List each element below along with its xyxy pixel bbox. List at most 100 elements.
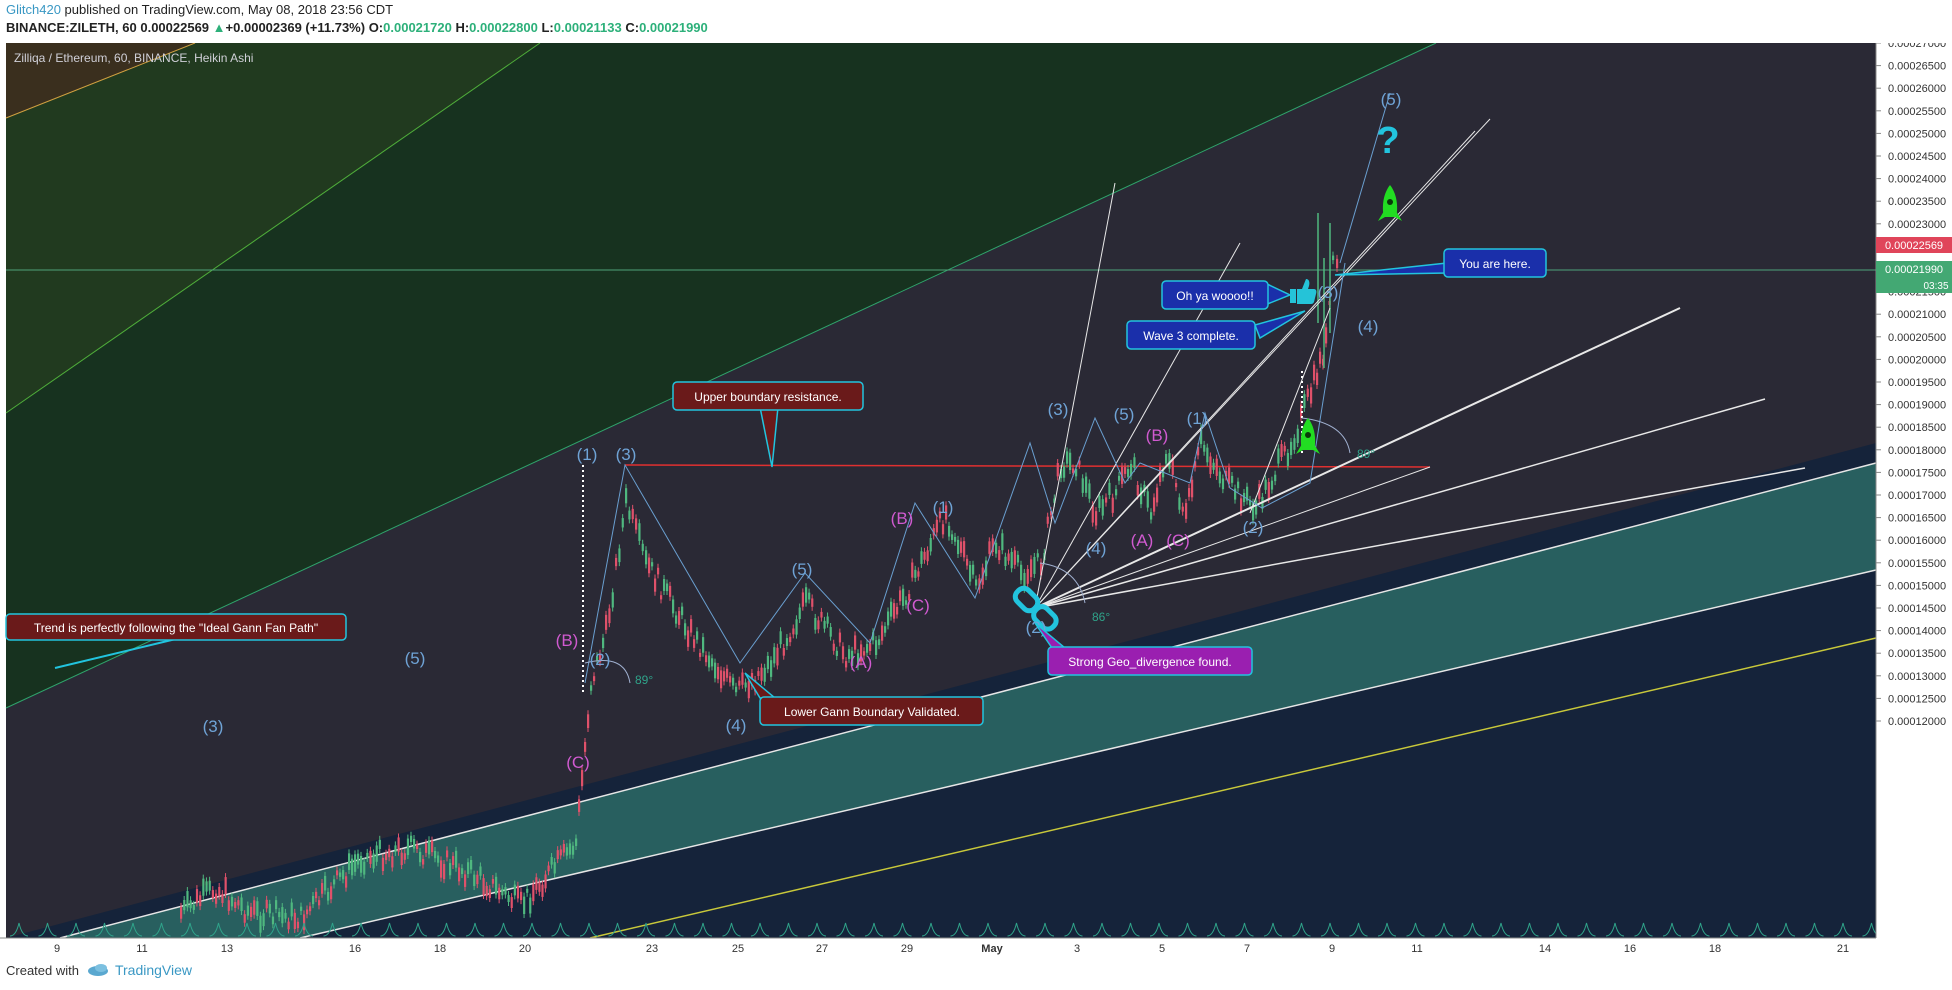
indicator-bump — [1121, 922, 1140, 937]
candle — [416, 844, 419, 849]
candle — [1036, 553, 1039, 558]
callout-wave3[interactable]: Wave 3 complete. — [1126, 310, 1306, 350]
high-label: H: — [455, 20, 470, 35]
indicator-bump — [465, 922, 485, 937]
candle — [281, 907, 284, 924]
indicator-bump — [9, 922, 29, 937]
candle — [1140, 487, 1143, 505]
price-chart[interactable]: ? (3) (5) (C) (B) (2) (1) (3) (4) (5) (A… — [0, 43, 1952, 957]
candle — [1056, 463, 1059, 477]
callout-you-are-here[interactable]: You are here. — [1334, 248, 1547, 278]
candle — [1085, 476, 1088, 493]
indicator-bump — [779, 922, 798, 937]
wave-label: (A) — [850, 653, 873, 672]
candle — [488, 889, 491, 898]
candle — [1023, 572, 1026, 589]
candle — [479, 866, 482, 876]
indicator-bump — [95, 922, 114, 937]
candle — [811, 598, 814, 607]
candle — [202, 878, 205, 896]
indicator-bump — [1292, 922, 1311, 937]
indicator-bump — [1463, 922, 1482, 937]
callout-lower-boundary[interactable]: Lower Gann Boundary Validated. — [744, 672, 984, 726]
indicator-bump — [636, 922, 656, 937]
candle — [1095, 511, 1098, 526]
candle — [917, 571, 920, 577]
bottom-indicator — [9, 922, 1881, 937]
candle — [348, 853, 351, 870]
candle — [410, 835, 413, 843]
indicator-bump — [209, 922, 228, 937]
candle — [835, 650, 838, 656]
candle — [1153, 497, 1156, 512]
indicator-bump — [608, 922, 627, 937]
tradingview-brand[interactable]: TradingView — [87, 962, 192, 978]
candle — [893, 603, 896, 619]
callout-oh-ya[interactable]: Oh ya woooo!! — [1161, 280, 1292, 310]
candle — [641, 543, 644, 552]
candle — [1313, 364, 1316, 381]
price-tick-label: 0.00020000 — [1888, 354, 1946, 366]
candle — [1310, 387, 1313, 404]
candle — [467, 862, 470, 875]
svg-text:0.00021990: 0.00021990 — [1885, 264, 1943, 276]
angle-arc-2 — [1301, 417, 1351, 454]
indicator-bump — [1007, 922, 1026, 937]
candle — [571, 845, 575, 855]
price-axis[interactable] — [1876, 43, 1952, 938]
price-tick-label: 0.00012000 — [1888, 716, 1946, 728]
time-tick-label: May — [981, 943, 1003, 955]
candle — [923, 551, 926, 560]
indicator-bump — [294, 922, 314, 937]
candle — [413, 838, 416, 849]
candle — [1286, 453, 1290, 467]
candle — [275, 900, 278, 910]
time-tick-label: 18 — [434, 943, 446, 955]
candle — [1066, 451, 1069, 464]
candle — [929, 537, 932, 552]
candle — [1234, 488, 1237, 500]
author-link[interactable]: Glitch420 — [6, 2, 61, 17]
candle — [693, 639, 696, 648]
callout-upper-text: Upper boundary resistance. — [694, 390, 841, 404]
candle — [951, 534, 954, 540]
fan-zone-blue — [6, 443, 1876, 938]
callout-wave3-text: Wave 3 complete. — [1143, 329, 1239, 343]
indicator-bump — [408, 922, 428, 937]
candle — [321, 883, 324, 894]
indicator-bump — [1377, 922, 1397, 937]
callout-geo-divergence[interactable]: Strong Geo_divergence found. — [1034, 622, 1253, 676]
candle — [482, 878, 485, 896]
candle — [227, 900, 230, 911]
indicator-bump — [180, 922, 200, 937]
candle — [568, 843, 572, 855]
candle — [461, 868, 464, 875]
candle — [914, 569, 917, 578]
time-tick-label: 11 — [1411, 943, 1422, 955]
link-icon — [1012, 585, 1059, 632]
time-axis[interactable] — [0, 938, 1876, 957]
candle — [278, 911, 281, 918]
wave-label: (A) — [1131, 531, 1154, 550]
candle — [578, 799, 581, 812]
candle — [538, 882, 541, 892]
candle — [1013, 550, 1016, 565]
candle — [1118, 475, 1121, 481]
callout-upper-boundary[interactable]: Upper boundary resistance. — [672, 381, 864, 468]
candle — [1020, 564, 1023, 581]
angle-label: 86° — [1092, 610, 1110, 624]
candle — [476, 874, 479, 885]
candle — [1111, 497, 1114, 513]
candle — [327, 891, 330, 901]
candle — [1283, 445, 1286, 452]
candle — [684, 623, 687, 636]
candle — [504, 887, 507, 895]
candle — [1101, 499, 1104, 516]
candle — [250, 906, 253, 917]
fan-line-3 — [5, 43, 196, 119]
callout-trend[interactable]: Trend is perfectly following the "Ideal … — [5, 613, 347, 669]
candle — [1069, 452, 1072, 471]
open-label: O: — [368, 20, 384, 35]
candle — [1156, 487, 1159, 503]
candle — [1231, 475, 1234, 483]
